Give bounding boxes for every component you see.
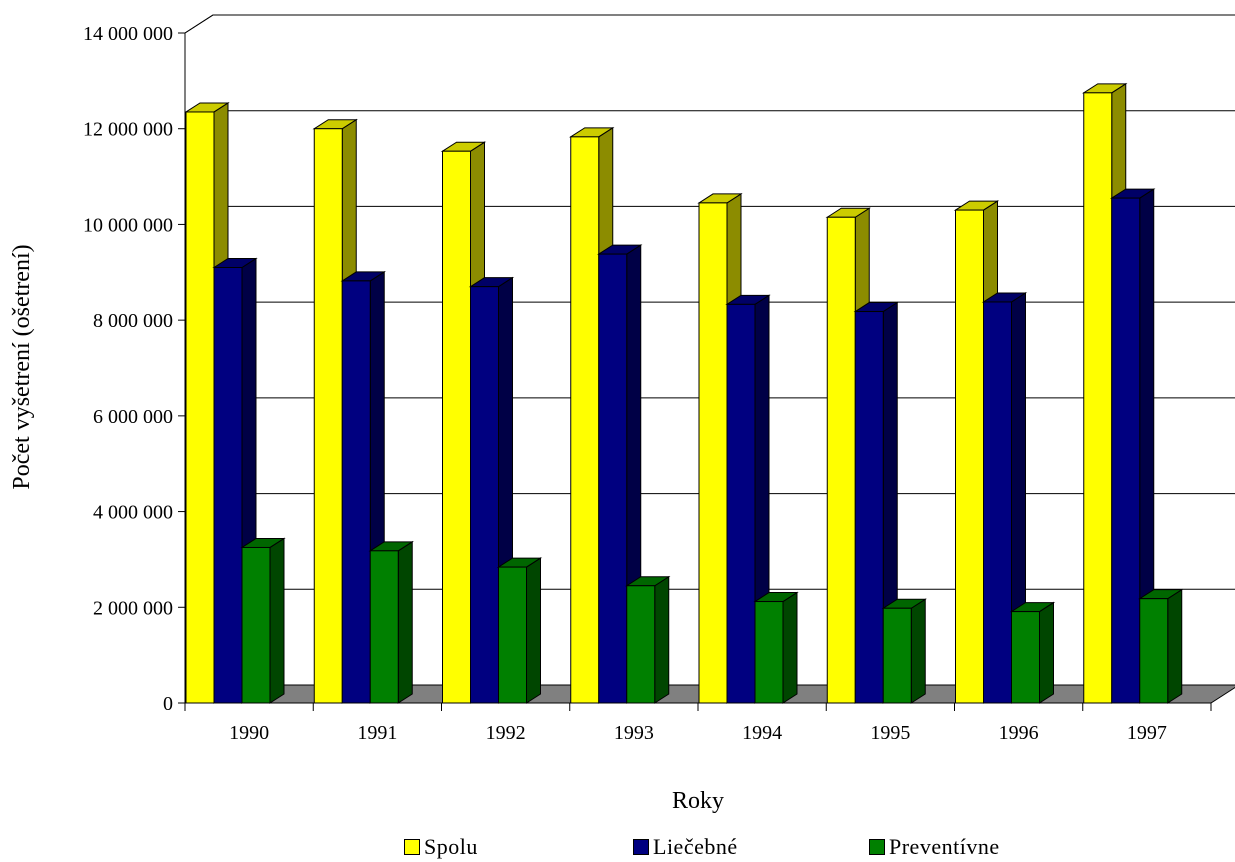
- bar-preventvne-1990: [240, 537, 286, 704]
- bar-front: [570, 136, 600, 704]
- y-tick-label: 4 000 000: [93, 502, 173, 524]
- legend-label-spolu: Spolu: [424, 834, 478, 859]
- y-tick-label: 12 000 000: [83, 119, 173, 141]
- legend-item-liecebne: Liečebné: [633, 834, 738, 860]
- bar-preventvne-1993: [625, 575, 671, 704]
- bar-front: [882, 607, 912, 704]
- legend-swatch-preventivne: [869, 839, 885, 855]
- legend-item-preventivne: Preventívne: [869, 834, 1000, 860]
- bar-front: [313, 128, 343, 704]
- x-tick-label: 1997: [1127, 722, 1167, 744]
- bar-side: [1167, 588, 1183, 704]
- bar-front: [1083, 92, 1113, 704]
- bar-side: [910, 598, 926, 704]
- bar-front: [341, 280, 371, 704]
- bar-front: [213, 267, 243, 704]
- bar-lieebn-1996: [981, 292, 1028, 704]
- bar-side: [526, 557, 541, 704]
- x-tick-label: 1995: [870, 722, 910, 744]
- y-tick-label: 10 000 000: [83, 214, 173, 236]
- bar-front: [1011, 611, 1040, 704]
- gridline: [184, 14, 1235, 34]
- bar-preventvne-1991: [368, 540, 414, 704]
- legend: Spolu Liečebné Preventívne: [0, 834, 1235, 862]
- bar-preventvne-1997: [1138, 588, 1184, 704]
- y-tick-label: 8 000 000: [93, 310, 173, 332]
- y-axis-title: Počet vyšetrení (ošetrení): [9, 244, 35, 489]
- chart: 0 2 000 000 4 000 000 6 000 000 8 000 000 10 …: [9, 14, 1235, 814]
- x-tick-label: 1994: [742, 722, 782, 744]
- bar-preventvne-1994: [753, 591, 799, 704]
- y-tick-label: 6 000 000: [93, 406, 173, 428]
- bar-preventvne-1995: [881, 598, 927, 704]
- bar-lieebn-1995: [853, 301, 899, 704]
- bar-preventvne-1992: [496, 557, 543, 704]
- bar-front: [241, 546, 271, 704]
- bar-side: [269, 537, 285, 704]
- bar-front: [498, 566, 527, 704]
- bar-front: [698, 202, 728, 704]
- bar-side: [654, 575, 670, 704]
- y-tick-label: 0: [163, 693, 173, 715]
- y-tick-label: 14 000 000: [83, 23, 173, 45]
- x-tick-label: 1990: [229, 722, 269, 744]
- bar-front: [369, 550, 399, 704]
- bar-front: [983, 301, 1012, 704]
- legend-swatch-liecebne: [633, 839, 649, 855]
- bar-front: [185, 111, 215, 704]
- x-tick-label: 1996: [999, 722, 1039, 744]
- bar-front: [955, 209, 984, 704]
- y-tick-label: 2 000 000: [93, 597, 173, 619]
- y-tick-labels: 0 2 000 000 4 000 000 6 000 000 8 000 000 10 …: [83, 23, 173, 715]
- x-tick-label: 1992: [486, 722, 526, 744]
- bar-front: [442, 150, 471, 704]
- bar-front: [726, 303, 756, 704]
- bar-front: [826, 216, 856, 704]
- bar-side: [782, 591, 798, 704]
- bar-front: [1111, 197, 1141, 704]
- bar-side: [397, 540, 413, 704]
- bar-front: [854, 311, 884, 704]
- x-tick-label: 1991: [357, 722, 397, 744]
- bar-front: [1139, 598, 1169, 704]
- bar-front: [754, 601, 784, 704]
- bar-front: [598, 253, 628, 704]
- bar-lieebn-1997: [1110, 188, 1156, 704]
- x-tick-label: 1993: [614, 722, 654, 744]
- legend-label-preventivne: Preventívne: [889, 834, 1000, 859]
- x-axis-title: Roky: [672, 788, 724, 814]
- bar-front: [626, 585, 656, 704]
- legend-label-liecebne: Liečebné: [653, 834, 738, 859]
- bar-side: [1039, 601, 1054, 704]
- bars: [184, 82, 1184, 704]
- bar-front: [470, 286, 499, 704]
- legend-item-spolu: Spolu: [404, 834, 478, 860]
- bar-preventvne-1996: [1009, 601, 1056, 704]
- x-tick-labels: 1990 1991 1992 1993 1994 1995 1996 1997: [229, 722, 1167, 744]
- legend-swatch-spolu: [404, 839, 420, 855]
